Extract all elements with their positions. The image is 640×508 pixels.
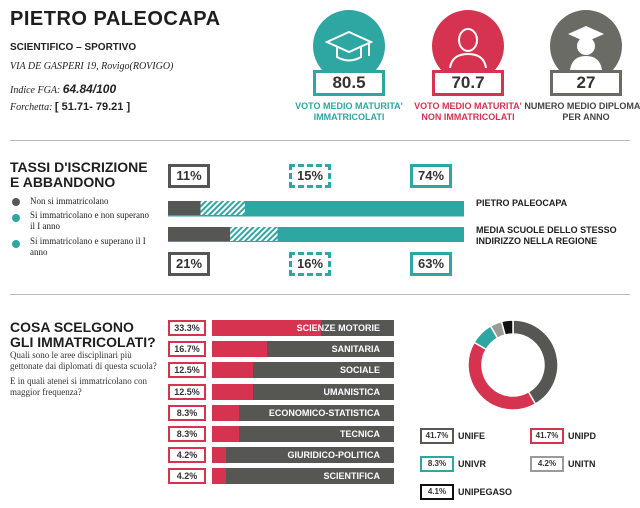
university-pct: 4.2% [530,456,564,472]
area-name: SCIENTIFICA [323,471,380,482]
area-pct: 33.3% [168,320,206,336]
university-name: UNIPEGASO [458,487,513,497]
school-bar-success [244,201,464,215]
area-pct: 4.2% [168,468,206,485]
area-bar-track [212,383,394,400]
stat-label-diplomati: NUMERO MEDIO DIPLOMATI PER ANNO [524,101,640,122]
university-name: UNITN [568,459,596,469]
legend-dot-success [12,240,20,248]
region-bar-success [277,227,464,241]
area-name: SCIENZE MOTORIE [296,323,380,333]
area-name: ECONOMICO-STATISTICA [268,407,380,418]
area-bar-fill [212,320,322,336]
university-name: UNIPD [568,431,597,441]
school-not-enrolled-pct: 11% [168,164,210,188]
stat-label-non-immatricolati: VOTO MEDIO MATURITA' NON IMMATRICOLATI [414,101,522,122]
school-address: VIA DE GASPERI 19, Rovigo(ROVIGO) [10,61,174,72]
donut-slice-unipegaso [500,319,514,336]
area-bar-fill [212,362,253,379]
area-pct: 4.2% [168,447,206,464]
area-bar-track [212,362,394,379]
school-bar-dropout [200,201,245,215]
school-type: SCIENTIFICO – SPORTIVO [10,42,137,53]
region-dropout-pct: 16% [289,252,331,276]
area-name: SOCIALE [339,365,380,376]
areas-list: 33.3% SCIENZE MOTORIE 16.7% SANITARIA 12.5% S… [168,320,394,486]
region-bar-dropout [230,227,278,241]
area-bar-track [212,447,394,464]
question-areas: Quali sono le aree disciplinari più gett… [10,350,157,371]
university-pct: 4.1% [420,484,454,500]
school-name: PIETRO PALEOCAPA [10,8,221,30]
range-label: Forchetta: [10,102,53,113]
area-bar-track [212,426,394,442]
school-dropout-pct: 15% [289,164,331,188]
legend-dot-not-enrolled [12,198,20,206]
choices-title: COSA SCELGONO GLI IMMATRICOLATI? [10,319,156,350]
region-success-pct: 63% [410,252,452,276]
legend-success: Si immatricolano e superano il I anno [30,236,146,257]
graduate-icon [568,26,604,70]
university-pct: 8.3% [420,456,454,472]
universities-legend: 41.7% UNIFE 41.7% UNIPD 8.3% UNIVR 4.2% UNITN 4.… [420,428,640,506]
person-icon [449,28,487,69]
range-value: [ 51.71- 79.21 ] [54,101,131,113]
area-name: TECNICA [340,429,380,439]
area-name: UMANISTICA [323,386,381,397]
area-bar-track [212,468,394,485]
stat-value-immatricolati: 80.5 [313,70,385,96]
graduation-cap-icon [324,30,374,62]
area-pct: 8.3% [168,404,206,421]
fga-index: Indice FGA: 64.84/100 [10,82,116,96]
university-pct: 41.7% [420,428,454,444]
region-bar-not-enrolled [168,227,231,241]
universities-donut [467,319,559,411]
stat-label-immatricolati: VOTO MEDIO MATURITA' IMMATRICOLATI [295,101,403,122]
area-bar-fill [212,383,253,400]
area-name: GIURIDICO-POLITICA [287,450,381,461]
divider [10,294,630,295]
area-pct: 8.3% [168,426,206,442]
area-name: SANITARIA [331,344,380,355]
university-name: UNIFE [458,431,485,441]
school-bar-label: PIETRO PALEOCAPA [476,198,568,208]
university-name: UNIVR [458,459,487,469]
region-bar-baseline [168,241,464,242]
area-bar-fill [212,468,226,485]
fga-value: 64.84/100 [62,82,117,96]
enrollment-title: TASSI D'ISCRIZIONE E ABBANDONO [10,159,148,190]
area-pct: 16.7% [168,341,206,358]
area-bar-fill [212,404,240,421]
area-bar-fill [212,426,240,442]
area-pct: 12.5% [168,362,206,379]
donut-slice-unipd [467,341,537,411]
school-success-pct: 74% [410,164,452,188]
region-not-enrolled-pct: 21% [168,252,210,276]
legend-not-enrolled: Non si immatricolano [30,196,109,206]
donut-slice-unife [512,319,559,406]
stat-value-diplomati: 27 [550,70,622,96]
area-bar-fill [212,341,267,358]
area-pct: 12.5% [168,383,206,400]
legend-dot-dropout [12,214,20,222]
school-bar-baseline [168,215,464,217]
stat-value-non-immatricolati: 70.7 [432,70,504,96]
question-universities: E in quali atenei si immatricolano con m… [10,376,147,397]
region-bar-label: MEDIA SCUOLE DELLO STESSO INDIRIZZO NELL… [476,225,617,246]
divider [10,140,630,141]
enrollment-bars [168,201,464,242]
university-pct: 41.7% [530,428,564,444]
legend-dropout: Si immatricolano e non superano il I ann… [30,210,149,231]
fga-label: Indice FGA: [10,85,61,96]
school-bar-not-enrolled [168,201,201,215]
area-bar-track [212,404,394,421]
range-line: Forchetta: [ 51.71- 79.21 ] [10,101,130,113]
area-bar-fill [212,447,226,464]
